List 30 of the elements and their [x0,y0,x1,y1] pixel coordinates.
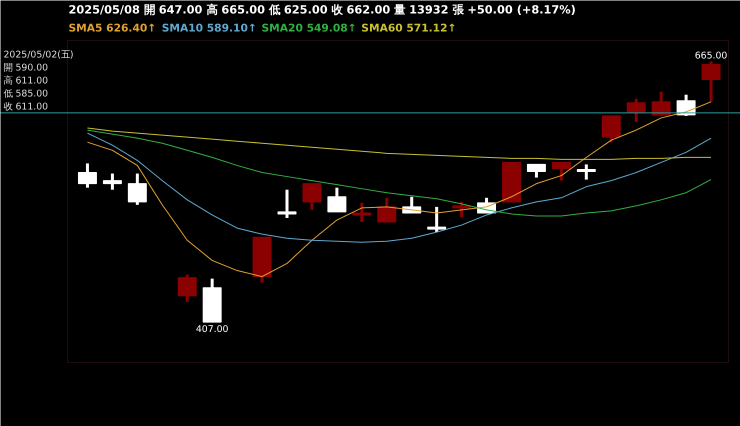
candlestick [452,202,472,217]
candlestick [352,202,372,222]
text: 高 611.00 [4,76,48,86]
text: 低 585.00 [4,88,48,100]
candlestick [552,162,571,181]
candlestick [652,92,671,116]
text: SMA20 549.08↑ [262,22,357,34]
candlestick [602,115,621,142]
text: SMA10 589.10↑ [162,22,257,34]
candlestick [327,188,346,212]
candlestick [128,174,147,205]
text: 收 611.00 [4,102,48,112]
text: SMA60 571.12↑ [361,22,456,34]
text: 2025/05/02(五) [4,50,74,60]
text: 開 590.00 [4,62,48,74]
candlestick [576,164,596,180]
candlestick [278,190,296,218]
candlestick [377,198,396,223]
candlestick [702,61,721,102]
candlestick [427,206,446,232]
candlestick [626,98,646,122]
candlestick [102,174,122,190]
text: SMA5 626.40↑ [68,22,156,34]
annotation: 665.00 [694,50,728,62]
candlestick [526,164,546,178]
candlestick [78,163,97,188]
candlestick [302,183,322,210]
candlestick [178,274,197,302]
annotation: 407.00 [196,324,229,336]
chart-title: 2025/05/08 開 647.00 高 665.00 低 625.00 收 662.00 量 13932 張 +50.00 (+8.17%) [68,2,576,16]
